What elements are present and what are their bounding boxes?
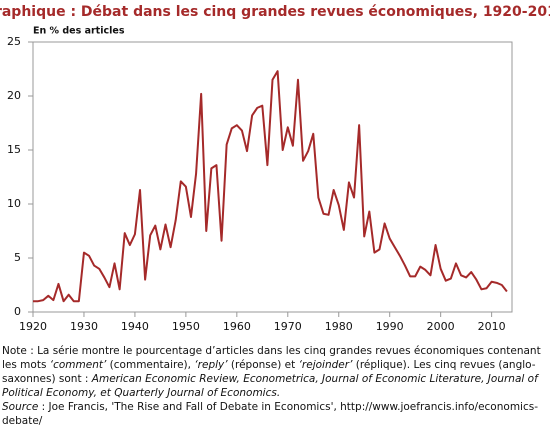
y-tick-label: 10 — [7, 197, 21, 210]
note-text: ‘rejoinder’ — [298, 359, 353, 371]
x-tick-label: 1990 — [376, 320, 404, 333]
notes: Note : La série montre le pourcentage d’… — [2, 344, 548, 428]
x-tick-label: 1960 — [223, 320, 251, 333]
note-text: (réplique). Les cinq revues (anglo-saxon… — [2, 359, 536, 385]
x-tick-label: 2010 — [478, 320, 506, 333]
chart: Graphique : Débat dans les cinq grandes … — [0, 4, 550, 333]
note-text: ‘reply’ — [194, 359, 228, 371]
note-text: (réponse) et — [227, 359, 299, 371]
plot-frame — [32, 41, 513, 313]
x-tick-label: 1950 — [172, 320, 200, 333]
y-tick-label: 20 — [7, 89, 21, 102]
y-tick-label: 0 — [14, 305, 21, 318]
y-axis-label: En % des articles — [33, 26, 125, 37]
source: Source : Joe Francis, 'The Rise and Fall… — [2, 400, 548, 428]
note-text: ‘comment’ — [49, 359, 107, 371]
source-text: : Joe Francis, 'The Rise and Fall of Deb… — [2, 401, 538, 427]
x-tick-label: 1920 — [19, 320, 47, 333]
y-tick-label: 15 — [7, 143, 21, 156]
source-text: Source — [2, 401, 39, 413]
x-tick-label: 2000 — [427, 320, 455, 333]
x-tick-label: 1970 — [274, 320, 302, 333]
data-line — [33, 70, 508, 303]
x-tick-label: 1980 — [325, 320, 353, 333]
y-tick-label: 5 — [14, 251, 21, 264]
y-tick-label: 25 — [7, 35, 21, 48]
x-tick-label: 1940 — [121, 320, 149, 333]
note-text: Note : La série montre le pourcentage d’… — [2, 345, 541, 371]
chart-title: Graphique : Débat dans les cinq grandes … — [0, 4, 550, 20]
x-tick-label: 1930 — [70, 320, 98, 333]
note-text: American Economic Review, Econometrica, … — [2, 373, 538, 399]
note-text: (commentaire), — [106, 359, 195, 371]
note: Note : La série montre le pourcentage d’… — [2, 344, 548, 400]
